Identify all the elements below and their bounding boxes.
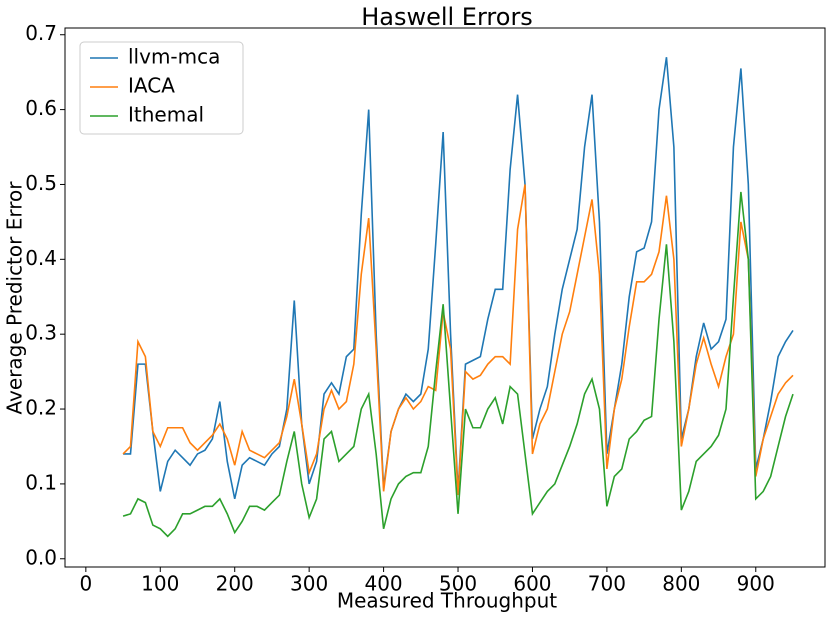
line-series [122,184,794,496]
x-tick-label: 500 [439,572,477,596]
legend-box [79,41,244,135]
x-axis-label: Measured Throughput [337,589,557,613]
x-tick-label: 400 [364,572,402,596]
y-tick-label: 0.4 [25,246,57,270]
legend: llvm-mca IACA Ithemal [79,41,244,135]
y-tick-label: 0.6 [25,96,57,120]
legend-label: IACA [128,74,175,98]
x-tick-label: 700 [588,572,626,596]
x-tick-label: 600 [513,572,551,596]
y-tick-label: 0.2 [25,396,57,420]
x-tick-label: 300 [290,572,328,596]
plot-frame [64,27,826,568]
y-tick-label: 0.1 [25,470,57,494]
chart-title: Haswell Errors [361,3,533,31]
x-tick-label: 0 [79,572,92,596]
y-tick-label: 0.3 [25,321,57,345]
x-tick-label: 100 [141,572,179,596]
line-series [122,191,794,538]
x-tick-label: 900 [737,572,775,596]
y-tick-label: 0.5 [25,171,57,195]
y-tick-label: 0.7 [25,21,57,45]
x-tick-label: 200 [216,572,254,596]
legend-label: Ithemal [128,103,204,127]
y-tick-label: 0.0 [25,545,57,569]
legend-label: llvm-mca [128,45,220,69]
y-axis-label: Average Predictor Error [3,181,27,415]
x-tick-label: 800 [662,572,700,596]
